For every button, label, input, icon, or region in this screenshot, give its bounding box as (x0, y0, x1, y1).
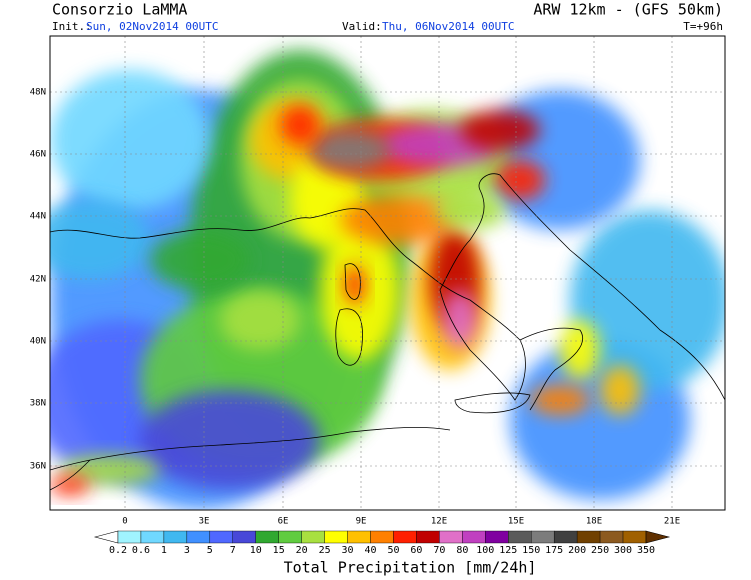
level-label: 200 (568, 545, 586, 556)
precip-cell (570, 210, 725, 390)
precip-cell (435, 190, 505, 230)
precip-cell (340, 195, 460, 245)
lat-label: 44N (30, 212, 46, 222)
lead-time: T=+96h (683, 20, 723, 33)
level-label: 30 (342, 545, 354, 556)
valid-label: Valid: (342, 20, 382, 33)
legend-title: Total Precipitation [mm/24h] (284, 559, 537, 577)
level-label: 0.6 (132, 545, 150, 556)
precip-cell (50, 200, 150, 280)
precip-cell (600, 365, 640, 415)
color-swatch (416, 530, 440, 544)
level-label: 150 (522, 545, 540, 556)
lat-label: 36N (30, 462, 46, 472)
color-swatch (393, 530, 417, 544)
level-label: 70 (433, 545, 445, 556)
level-label: 175 (545, 545, 563, 556)
lon-label: 18E (586, 517, 602, 527)
color-swatch (255, 530, 279, 544)
color-swatch (553, 530, 578, 544)
precip-cell (220, 290, 300, 350)
valid-time: Thu, 06Nov2014 00UTC (382, 20, 514, 33)
precip-cell (442, 290, 478, 350)
lon-label: 3E (199, 517, 210, 527)
level-label: 15 (273, 545, 285, 556)
level-label: 10 (250, 545, 262, 556)
colorbar: 0.2 0.6 1 3 5 7 10 15 20 25 30 40 50 60 70 80 100 125 150 1… (93, 530, 671, 556)
precip-cell (560, 320, 600, 380)
color-swatch (439, 530, 463, 544)
precip-cell (310, 130, 390, 170)
precip-cell (530, 385, 590, 415)
level-label: 125 (499, 545, 517, 556)
level-label: 20 (296, 545, 308, 556)
color-swatch (324, 530, 348, 544)
init-label: Init.: (52, 20, 92, 33)
color-swatch (576, 530, 601, 544)
precip-cell (60, 455, 160, 485)
level-label: 1 (161, 545, 167, 556)
init-time: Sun, 02Nov2014 00UTC (86, 20, 218, 33)
level-label: 3 (184, 545, 190, 556)
level-label: 250 (591, 545, 609, 556)
level-label: 5 (207, 545, 213, 556)
color-swatch (599, 530, 624, 544)
lon-label: 15E (508, 517, 524, 527)
precip-cell (140, 390, 320, 490)
precip-cell (50, 475, 90, 495)
lat-label: 40N (30, 337, 46, 347)
level-label: 0.2 (109, 545, 127, 556)
precip-cell (345, 265, 365, 305)
precip-cell (280, 105, 320, 145)
lat-label: 46N (30, 150, 46, 160)
color-swatch (140, 530, 165, 544)
color-swatch (485, 530, 509, 544)
color-swatch (508, 530, 532, 544)
color-swatch (232, 530, 256, 544)
lon-label: 9E (356, 517, 367, 527)
level-label: 60 (410, 545, 422, 556)
color-swatch (462, 530, 486, 544)
lon-label: 0 (122, 517, 127, 527)
color-swatch (347, 530, 371, 544)
under-swatch (93, 530, 119, 544)
level-label: 80 (456, 545, 468, 556)
level-label: 350 (637, 545, 655, 556)
over-swatch (645, 530, 671, 544)
header-model: ARW 12km - (GFS 50km) (533, 1, 723, 19)
color-swatch (209, 530, 233, 544)
level-label: 40 (364, 545, 376, 556)
lon-label: 21E (664, 517, 680, 527)
level-label: 300 (614, 545, 632, 556)
precip-cell (150, 230, 250, 290)
color-swatch (531, 530, 555, 544)
coastlines (50, 173, 725, 491)
level-label: 7 (230, 545, 236, 556)
map-frame (49, 35, 726, 511)
header-title: Consorzio LaMMA (52, 1, 187, 19)
lon-label: 6E (278, 517, 289, 527)
color-swatch (622, 530, 647, 544)
lon-label: 12E (431, 517, 447, 527)
graticule: 48N 46N 44N 42N 40N 38N 36N 0 3E 6E 9E 12E 15E 18E 21E (30, 36, 725, 527)
precip-cell (50, 70, 210, 210)
color-swatch (163, 530, 188, 544)
color-swatch (278, 530, 302, 544)
color-swatch (186, 530, 211, 544)
precip-cell (495, 160, 545, 200)
color-swatch (301, 530, 325, 544)
precipitation-field (50, 50, 725, 510)
color-swatch (370, 530, 394, 544)
level-label: 100 (476, 545, 494, 556)
lat-label: 42N (30, 275, 46, 285)
lat-label: 48N (30, 88, 46, 98)
level-label: 25 (319, 545, 331, 556)
lat-label: 38N (30, 399, 46, 409)
color-swatch (117, 530, 142, 544)
level-label: 50 (387, 545, 399, 556)
precip-cell (460, 110, 540, 150)
